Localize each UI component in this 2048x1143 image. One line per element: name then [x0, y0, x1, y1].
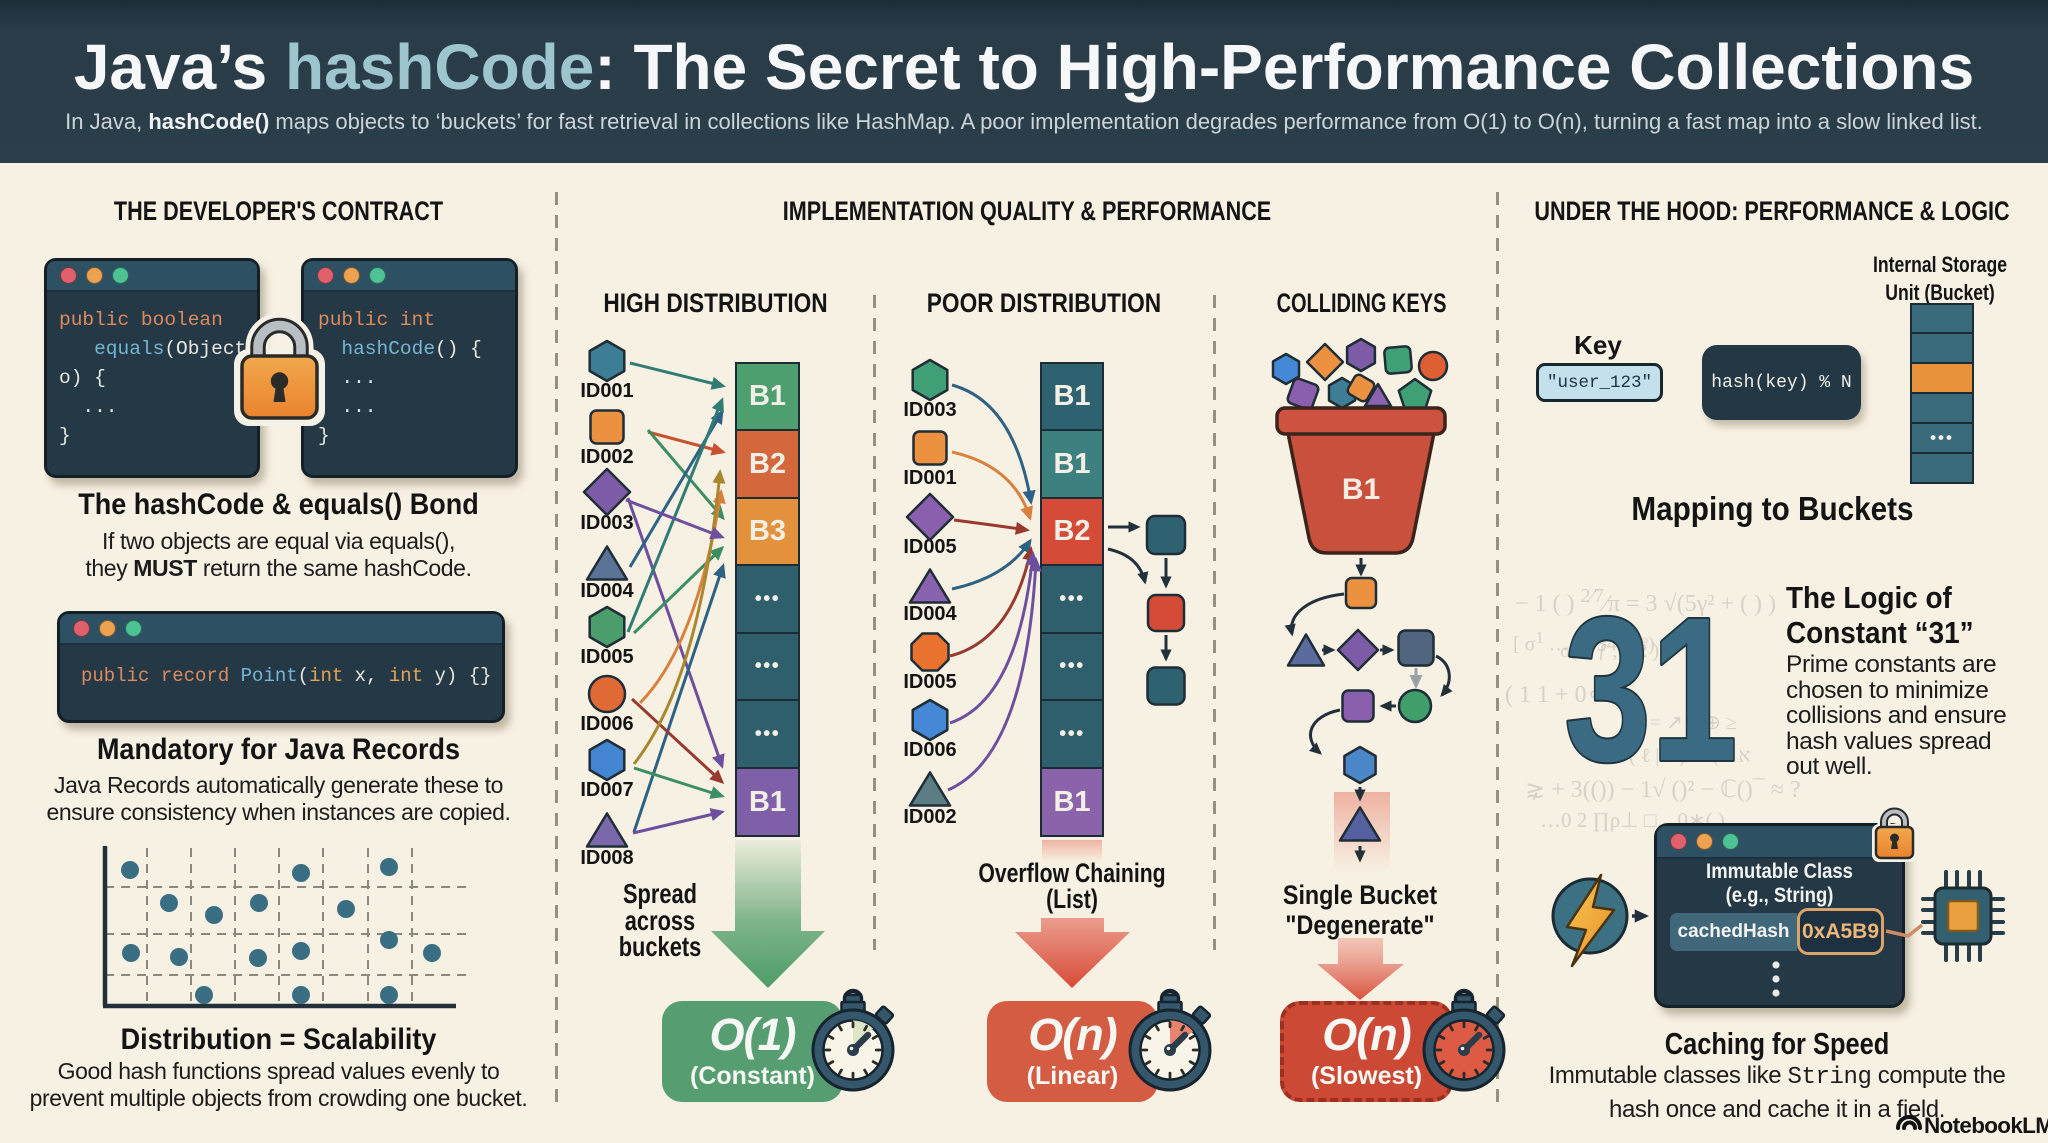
svg-text:31: 31 — [1564, 574, 1737, 804]
svg-text:B1: B1 — [1342, 473, 1380, 506]
